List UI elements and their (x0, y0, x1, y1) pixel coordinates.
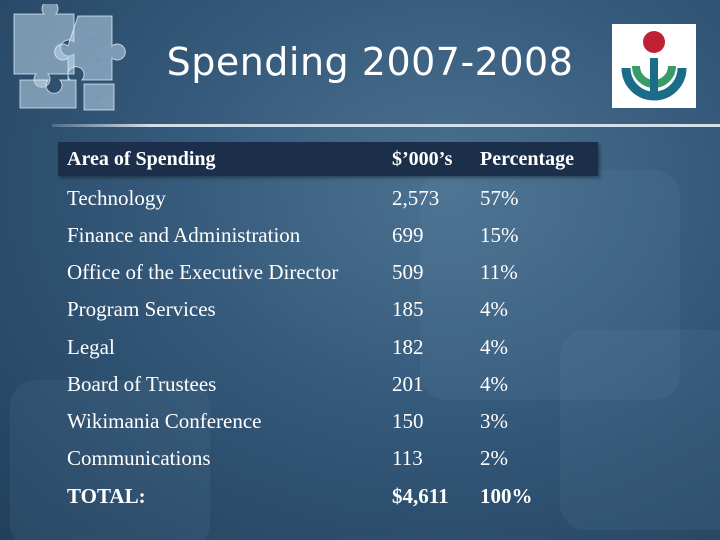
svg-text:И: И (42, 26, 47, 34)
page-title: Spending 2007-2008 (166, 40, 574, 84)
row-percentage: 4% (480, 372, 508, 396)
row-amount: 699 (392, 223, 424, 247)
header-amount: $’000’s (392, 148, 453, 170)
svg-text:ש: ש (96, 56, 101, 64)
svg-text:ᐃ: ᐃ (34, 92, 39, 100)
table-header-bar (58, 142, 598, 176)
row-area: Legal (67, 335, 115, 359)
row-amount: 509 (392, 260, 424, 284)
svg-text:ω: ω (96, 94, 102, 102)
total-amount: $4,611 (392, 484, 449, 508)
row-amount: 150 (392, 409, 424, 433)
row-percentage: 11% (480, 260, 518, 284)
row-percentage: 57% (480, 186, 519, 210)
row-amount: 185 (392, 297, 424, 321)
total-percentage: 100% (480, 484, 533, 508)
row-area: Communications (67, 446, 211, 470)
svg-text:W: W (28, 38, 35, 46)
wikimedia-logo-icon (612, 24, 696, 108)
row-amount: 113 (392, 446, 423, 470)
row-percentage: 4% (480, 335, 508, 359)
header-percentage: Percentage (480, 148, 575, 170)
puzzle-pieces-icon: W Ω И ש ᐃ ω (13, 4, 126, 111)
row-percentage: 2% (480, 446, 508, 470)
header-area: Area of Spending (67, 148, 216, 170)
background-puzzle-shape (560, 330, 720, 530)
row-amount: 201 (392, 372, 424, 396)
row-area: Technology (67, 186, 166, 210)
row-amount: 182 (392, 335, 424, 359)
row-area: Office of the Executive Director (67, 260, 339, 284)
total-label: TOTAL: (67, 484, 146, 508)
row-area: Program Services (67, 297, 216, 321)
row-area: Finance and Administration (67, 223, 301, 247)
svg-text:Ω: Ω (90, 34, 96, 42)
row-percentage: 3% (480, 409, 508, 433)
row-area: Board of Trustees (67, 372, 217, 396)
row-percentage: 15% (480, 223, 519, 247)
row-amount: 2,573 (392, 186, 440, 210)
background-puzzle-shape (420, 170, 680, 400)
row-area: Wikimania Conference (67, 409, 262, 433)
row-percentage: 4% (480, 297, 508, 321)
background-puzzle-shape (10, 380, 210, 540)
title-divider (52, 124, 720, 127)
